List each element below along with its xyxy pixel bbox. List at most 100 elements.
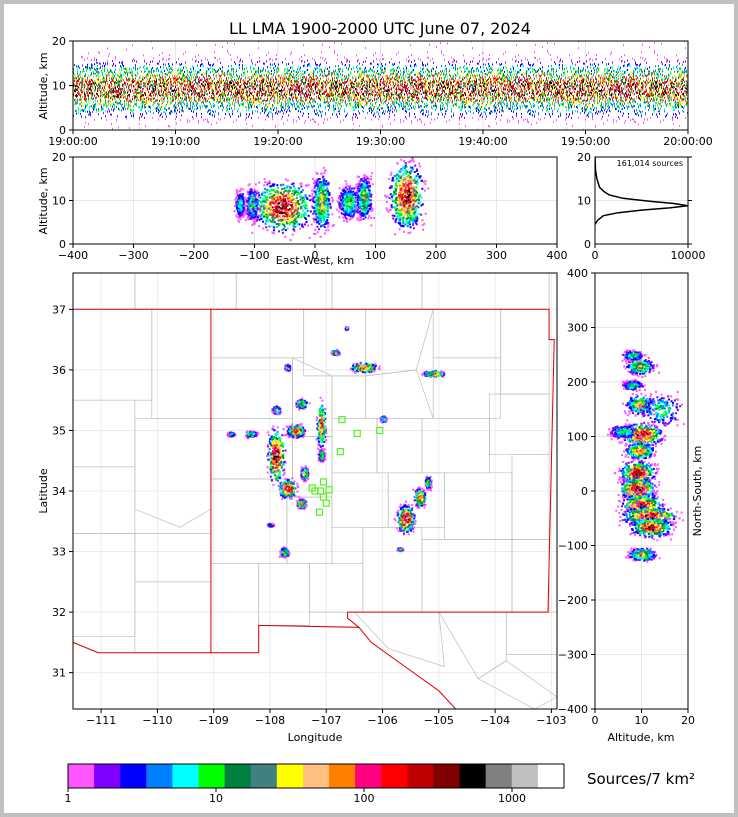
- source-point: [123, 106, 124, 109]
- source-point: [146, 77, 147, 80]
- source-point: [322, 83, 323, 86]
- source-point: [249, 114, 250, 117]
- source-point: [327, 67, 328, 70]
- source-point: [232, 101, 233, 104]
- source-point: [123, 87, 124, 90]
- source-point: [108, 55, 109, 58]
- source-point: [287, 109, 288, 112]
- source-point: [289, 91, 290, 94]
- source-point: [261, 90, 262, 93]
- source-point: [169, 82, 170, 85]
- source-point: [339, 87, 340, 90]
- source-point: [339, 79, 340, 82]
- source-point: [109, 71, 110, 74]
- source-point: [275, 65, 276, 68]
- source-point: [339, 99, 340, 102]
- source-point: [107, 93, 108, 96]
- source-point: [236, 101, 237, 104]
- source-point: [147, 74, 148, 77]
- source-point: [121, 80, 122, 83]
- source-point: [326, 100, 327, 103]
- source-point: [129, 84, 130, 87]
- source-point: [271, 96, 272, 99]
- source-point: [188, 95, 189, 98]
- source-point: [297, 70, 298, 73]
- source-point: [78, 80, 79, 83]
- source-point: [122, 88, 123, 91]
- source-point: [214, 77, 215, 80]
- source-point: [222, 70, 223, 73]
- source-point: [161, 70, 162, 73]
- source-point: [106, 93, 107, 96]
- source-point: [299, 92, 300, 95]
- source-point: [269, 58, 270, 61]
- source-point: [170, 86, 171, 89]
- source-point: [204, 94, 205, 97]
- source-point: [342, 88, 343, 91]
- source-point: [171, 100, 172, 103]
- source-point: [206, 73, 207, 76]
- source-point: [170, 67, 171, 70]
- source-point: [96, 68, 97, 71]
- source-point: [310, 98, 311, 101]
- source-point: [187, 76, 188, 79]
- source-point: [238, 102, 239, 105]
- source-point: [183, 80, 184, 83]
- source-point: [170, 98, 171, 101]
- source-point: [241, 83, 242, 86]
- source-point: [190, 89, 191, 92]
- source-point: [226, 84, 227, 87]
- source-point: [196, 112, 197, 115]
- source-point: [158, 78, 159, 81]
- source-point: [275, 99, 276, 102]
- source-point: [256, 99, 257, 102]
- source-point: [249, 76, 250, 79]
- source-point: [151, 70, 152, 73]
- source-point: [116, 90, 117, 93]
- source-point: [229, 105, 230, 108]
- source-point: [96, 81, 97, 84]
- source-point: [239, 76, 240, 79]
- source-point: [325, 85, 326, 88]
- source-point: [162, 88, 163, 91]
- source-point: [248, 81, 249, 84]
- source-point: [261, 73, 262, 76]
- source-point: [350, 96, 351, 99]
- source-point: [327, 118, 328, 121]
- source-point: [186, 101, 187, 104]
- source-point: [196, 103, 197, 106]
- source-point: [176, 91, 177, 94]
- source-point: [170, 100, 171, 103]
- source-point: [94, 84, 95, 87]
- source-point: [172, 111, 173, 114]
- source-point: [123, 67, 124, 70]
- source-point: [127, 107, 128, 110]
- source-point: [323, 96, 324, 99]
- source-point: [183, 87, 184, 90]
- source-point: [121, 96, 122, 99]
- source-point: [187, 102, 188, 105]
- source-point: [310, 87, 311, 90]
- source-point: [152, 60, 153, 63]
- source-point: [106, 71, 107, 74]
- source-point: [273, 90, 274, 93]
- source-point: [109, 92, 110, 95]
- source-point: [287, 68, 288, 71]
- source-point: [123, 108, 124, 111]
- source-point: [183, 66, 184, 69]
- source-point: [300, 110, 301, 113]
- source-point: [172, 89, 173, 92]
- source-point: [195, 60, 196, 63]
- source-point: [236, 95, 237, 98]
- source-point: [170, 87, 171, 90]
- source-point: [213, 79, 214, 82]
- source-point: [161, 89, 162, 92]
- source-point: [95, 69, 96, 72]
- source-point: [214, 96, 215, 99]
- source-point: [124, 82, 125, 85]
- source-point: [258, 71, 259, 74]
- source-point: [234, 101, 235, 104]
- source-point: [298, 65, 299, 68]
- source-point: [75, 87, 76, 90]
- source-point: [272, 91, 273, 94]
